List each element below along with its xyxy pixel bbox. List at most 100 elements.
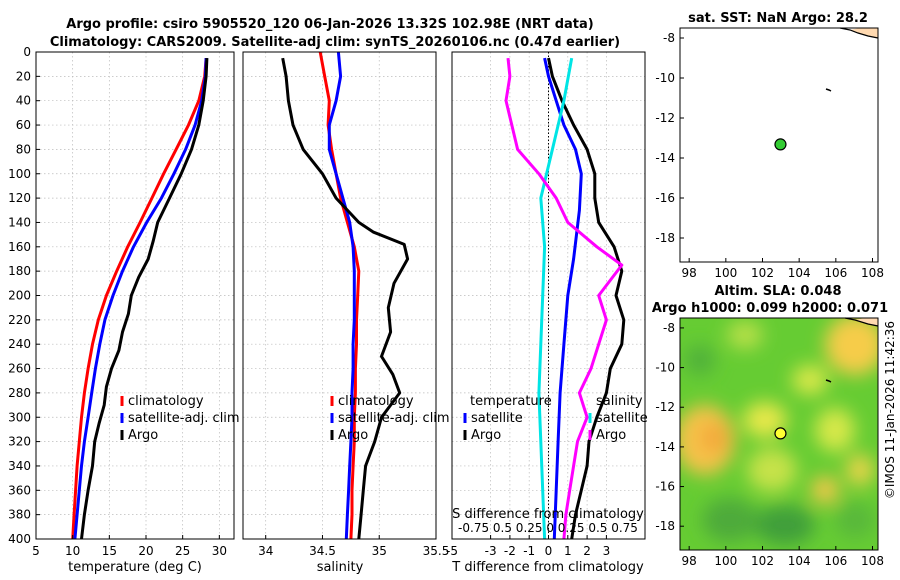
sst-map-island: [825, 88, 832, 92]
map-y-tick-label: -18: [655, 231, 675, 245]
x-tick-label: 15: [102, 544, 117, 558]
y-tick-label: 320: [8, 435, 31, 449]
x-tick-label: 0: [545, 544, 553, 558]
x-tick-label: -5: [446, 544, 458, 558]
map-y-tick-label: -12: [655, 111, 675, 125]
y-tick-label: 120: [8, 191, 31, 205]
x-tick-label: 10: [65, 544, 80, 558]
map-y-tick-label: -8: [663, 31, 675, 45]
map-y-tick-label: -16: [655, 480, 675, 494]
map-y-tick-label: -18: [655, 519, 675, 533]
map-y-tick-label: -14: [655, 440, 675, 454]
series-line-argo: [281, 57, 410, 540]
legend-label: Argo: [338, 428, 368, 443]
y-tick-label: 400: [8, 532, 31, 546]
y-tick-label: 100: [8, 167, 31, 181]
temperature-legend: climatology satellite-adj. clim Argo: [120, 394, 240, 443]
t-difference-xlabel: T difference from climatology: [451, 560, 644, 575]
y-tick-label: 280: [8, 386, 31, 400]
sst-map-coastline: [839, 27, 879, 39]
x-tick-label: 20: [138, 544, 153, 558]
legend-header-salinity: salinity: [596, 394, 643, 409]
sst-map-argo-marker: [774, 138, 787, 151]
temperature-panel: 5 10 15 20 25 30 0 20 40 60 80 100 120 140 160 180 200 2…: [8, 45, 240, 575]
map-x-tick-label: 108: [861, 554, 884, 568]
difference-panel: -5 -3 -2 -1 0 1 2 3 S difference from climatolo…: [446, 51, 648, 575]
y-tick-label: 40: [16, 94, 31, 108]
y-tick-label: 300: [8, 410, 31, 424]
sla-map-island: [825, 379, 832, 383]
y-tick-label: 180: [8, 264, 31, 278]
y-tick-label: 0: [23, 45, 31, 59]
map-x-tick-label: 102: [751, 554, 774, 568]
legend-header-temperature: temperature: [470, 394, 552, 409]
chart-title-line1: Argo profile: csiro 5905520_120 06-Jan-2…: [66, 17, 593, 32]
series-line-t-satellite: [543, 57, 583, 540]
legend-label: satellite-adj. clim: [338, 411, 450, 426]
legend-label: satellite: [596, 411, 648, 426]
map-x-tick-label: 98: [682, 266, 697, 280]
chart-title-line2: Climatology: CARS2009. Satellite-adj cli…: [50, 35, 620, 50]
sla-map-argo-marker: [774, 427, 787, 440]
map-x-tick-label: 100: [714, 266, 737, 280]
map-x-tick-label: 106: [824, 266, 847, 280]
y-tick-label: 60: [16, 118, 31, 132]
series-line-satellite-adj-clim: [73, 58, 208, 540]
sla-heatmap: [680, 318, 878, 550]
series-line-s-satellite: [537, 57, 574, 540]
x-tick-label: 1: [564, 544, 572, 558]
y-tick-label: 360: [8, 483, 31, 497]
x-tick-label: 34.5: [309, 544, 336, 558]
sst-map-frame: [679, 27, 879, 263]
series-line-argo: [80, 58, 209, 540]
x-tick-label: 2: [583, 544, 591, 558]
map-y-tick-label: -10: [655, 361, 675, 375]
legend-label: Argo: [471, 428, 501, 443]
sla-map-title-line1: Altim. SLA: 0.048: [715, 284, 842, 299]
legend-label: Argo: [596, 428, 626, 443]
series-line-s-argo: [504, 57, 624, 540]
y-tick-label: 20: [16, 69, 31, 83]
legend-label: climatology: [128, 394, 204, 409]
sst-map-title: sat. SST: NaN Argo: 28.2: [688, 11, 868, 26]
y-tick-label: 260: [8, 362, 31, 376]
map-y-tick-label: -14: [655, 151, 675, 165]
salinity-panel: 34 34.5 35 35.5 salinity climatology satelli…: [242, 51, 450, 575]
x-tick-label: 25: [175, 544, 190, 558]
s-difference-ticks: -0.75 0.5 0.25 0 0.25 0.5 0.75: [458, 521, 638, 535]
temperature-xlabel: temperature (deg C): [68, 560, 202, 575]
y-tick-label: 140: [8, 215, 31, 229]
s-difference-label: S difference from climatology: [452, 507, 644, 522]
salinity-legend: climatology satellite-adj. clim Argo: [330, 394, 450, 443]
difference-legend: temperature salinity satellite Argo satellit…: [463, 394, 648, 443]
y-tick-label: 340: [8, 459, 31, 473]
series-line-satellite-adj-clim: [327, 51, 356, 540]
y-tick-label: 200: [8, 289, 31, 303]
legend-label: satellite: [471, 411, 523, 426]
map-x-tick-label: 104: [788, 266, 811, 280]
x-tick-label: 35: [372, 544, 387, 558]
salinity-panel-frame: [242, 51, 437, 540]
sla-map-frame: [679, 317, 879, 551]
y-tick-label: 160: [8, 240, 31, 254]
sla-map-coastline: [844, 317, 879, 327]
x-tick-label: 34: [258, 544, 273, 558]
x-tick-label: 5: [32, 544, 40, 558]
legend-label: Argo: [128, 428, 158, 443]
x-tick-label: 3: [603, 544, 611, 558]
y-tick-label: 240: [8, 337, 31, 351]
legend-label: climatology: [338, 394, 414, 409]
sst-map: sat. SST: NaN Argo: 28.2 98 100 102 104 106 1…: [655, 11, 884, 280]
salinity-xlabel: salinity: [317, 560, 364, 575]
y-tick-label: 380: [8, 508, 31, 522]
y-tick-label: 80: [16, 142, 31, 156]
legend-label: satellite-adj. clim: [128, 411, 240, 426]
map-y-tick-label: -12: [655, 400, 675, 414]
series-line-t-argo: [547, 57, 626, 540]
x-tick-label: 30: [212, 544, 227, 558]
map-x-tick-label: 100: [714, 554, 737, 568]
y-tick-label: 220: [8, 313, 31, 327]
map-x-tick-label: 98: [682, 554, 697, 568]
map-y-tick-label: -10: [655, 71, 675, 85]
map-x-tick-label: 104: [788, 554, 811, 568]
